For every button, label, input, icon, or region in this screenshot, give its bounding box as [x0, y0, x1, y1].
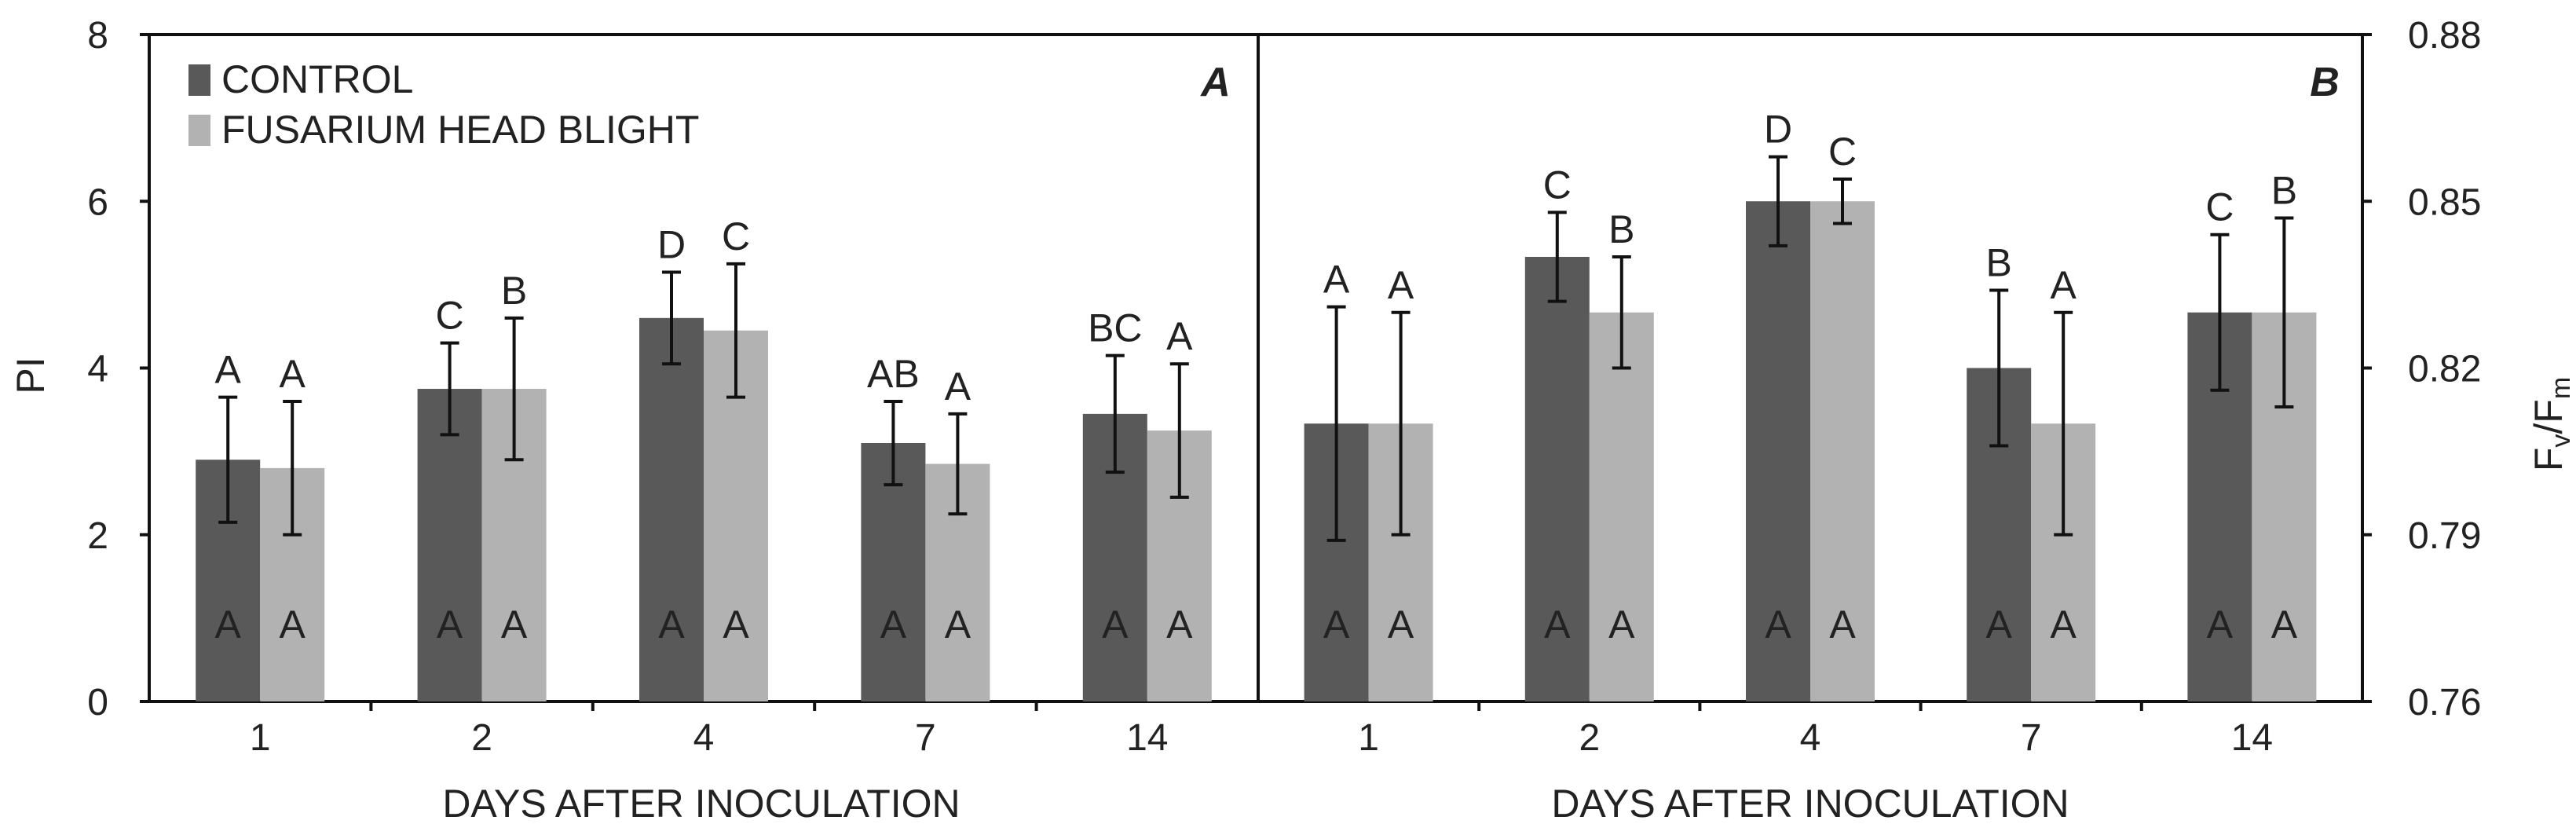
significance-letter-bottom: A [1166, 602, 1193, 646]
significance-letter-top: B [1608, 207, 1634, 251]
bar-control [1746, 201, 1810, 701]
significance-letter-top: A [1323, 258, 1350, 302]
x-tick-label: 4 [1800, 717, 1821, 759]
y-tick-label: 0.82 [2408, 349, 2481, 390]
significance-letter-bottom: A [1102, 602, 1129, 646]
x-axis-title-b: DAYS AFTER INOCULATION [1551, 782, 2069, 826]
x-tick-label: 2 [471, 717, 492, 759]
x-tick-label: 7 [2021, 717, 2042, 759]
significance-letter-top: C [722, 214, 750, 258]
x-tick-label: 14 [2231, 717, 2273, 759]
y-tick-label: 8 [87, 15, 108, 57]
significance-letter-top: B [2271, 168, 2297, 212]
legend-label-control: CONTROL [221, 57, 413, 101]
bar-control [417, 389, 482, 701]
significance-letter-top: A [280, 352, 306, 396]
significance-letter-top: C [436, 294, 464, 338]
x-tick-label: 4 [693, 717, 715, 759]
x-tick-label: 1 [1358, 717, 1379, 759]
significance-letter-bottom: A [2207, 602, 2234, 646]
significance-letter-bottom: A [2051, 602, 2077, 646]
significance-letter-bottom: A [723, 602, 749, 646]
y-axis-title-pi: PI [9, 357, 53, 394]
significance-letter-bottom: A [658, 602, 685, 646]
significance-letter-top: A [1388, 263, 1414, 307]
x-tick-label: 14 [1126, 717, 1168, 759]
panel-b: 0.760.790.820.850.881AAAA2CABA4DACA7BAAA… [1258, 15, 2481, 759]
significance-letter-top: BC [1088, 306, 1142, 350]
y-tick-label: 4 [87, 349, 108, 390]
significance-letter-bottom: A [215, 602, 242, 646]
bar-control [639, 317, 704, 701]
significance-letter-bottom: A [880, 602, 907, 646]
significance-letter-bottom: A [501, 602, 528, 646]
panel-label-a: A [1199, 60, 1231, 105]
x-axis-title-a: DAYS AFTER INOCULATION [442, 782, 960, 826]
significance-letter-bottom: A [1608, 602, 1635, 646]
y-tick-label: 0.76 [2408, 682, 2481, 723]
significance-letter-top: A [1166, 314, 1193, 358]
significance-letter-top: A [945, 364, 971, 408]
y-tick-label: 0.88 [2408, 15, 2481, 57]
legend-swatch-control [188, 64, 210, 96]
panel-label-b: B [2310, 60, 2340, 105]
y-axis-title-fvfm: Fv/Fm [2527, 377, 2576, 471]
x-tick-label: 1 [250, 717, 271, 759]
x-tick-label: 2 [1579, 717, 1600, 759]
significance-letter-top: D [1764, 108, 1792, 152]
y-tick-label: 6 [87, 181, 108, 223]
significance-letter-top: C [1828, 130, 1857, 174]
y-tick-label: 2 [87, 515, 108, 557]
significance-letter-bottom: A [1765, 602, 1791, 646]
significance-letter-top: D [657, 222, 686, 266]
significance-letter-top: B [501, 269, 527, 313]
legend-swatch-fhb [188, 115, 210, 146]
significance-letter-bottom: A [1388, 602, 1414, 646]
significance-letter-top: AB [867, 352, 920, 396]
significance-letter-bottom: A [1829, 602, 1856, 646]
x-tick-label: 7 [915, 717, 936, 759]
significance-letter-bottom: A [1323, 602, 1350, 646]
significance-letter-top: A [2051, 263, 2077, 307]
significance-letter-bottom: A [945, 602, 971, 646]
legend-label-fhb: FUSARIUM HEAD BLIGHT [221, 108, 699, 152]
significance-letter-top: C [2205, 185, 2234, 229]
significance-letter-bottom: A [1986, 602, 2013, 646]
significance-letter-top: C [1543, 163, 1572, 207]
bar-fhb [1810, 201, 1875, 701]
y-tick-label: 0.85 [2408, 181, 2481, 223]
legend: CONTROL FUSARIUM HEAD BLIGHT [188, 57, 699, 152]
significance-letter-bottom: A [2271, 602, 2298, 646]
y-tick-label: 0.79 [2408, 515, 2481, 557]
significance-letter-top: A [215, 348, 242, 392]
y-tick-label: 0 [87, 682, 108, 723]
significance-letter-bottom: A [437, 602, 463, 646]
significance-letter-bottom: A [280, 602, 306, 646]
significance-letter-top: B [1986, 240, 2012, 284]
significance-letter-bottom: A [1544, 602, 1571, 646]
bar-control [1524, 257, 1590, 701]
bar-fhb [1589, 312, 1654, 701]
